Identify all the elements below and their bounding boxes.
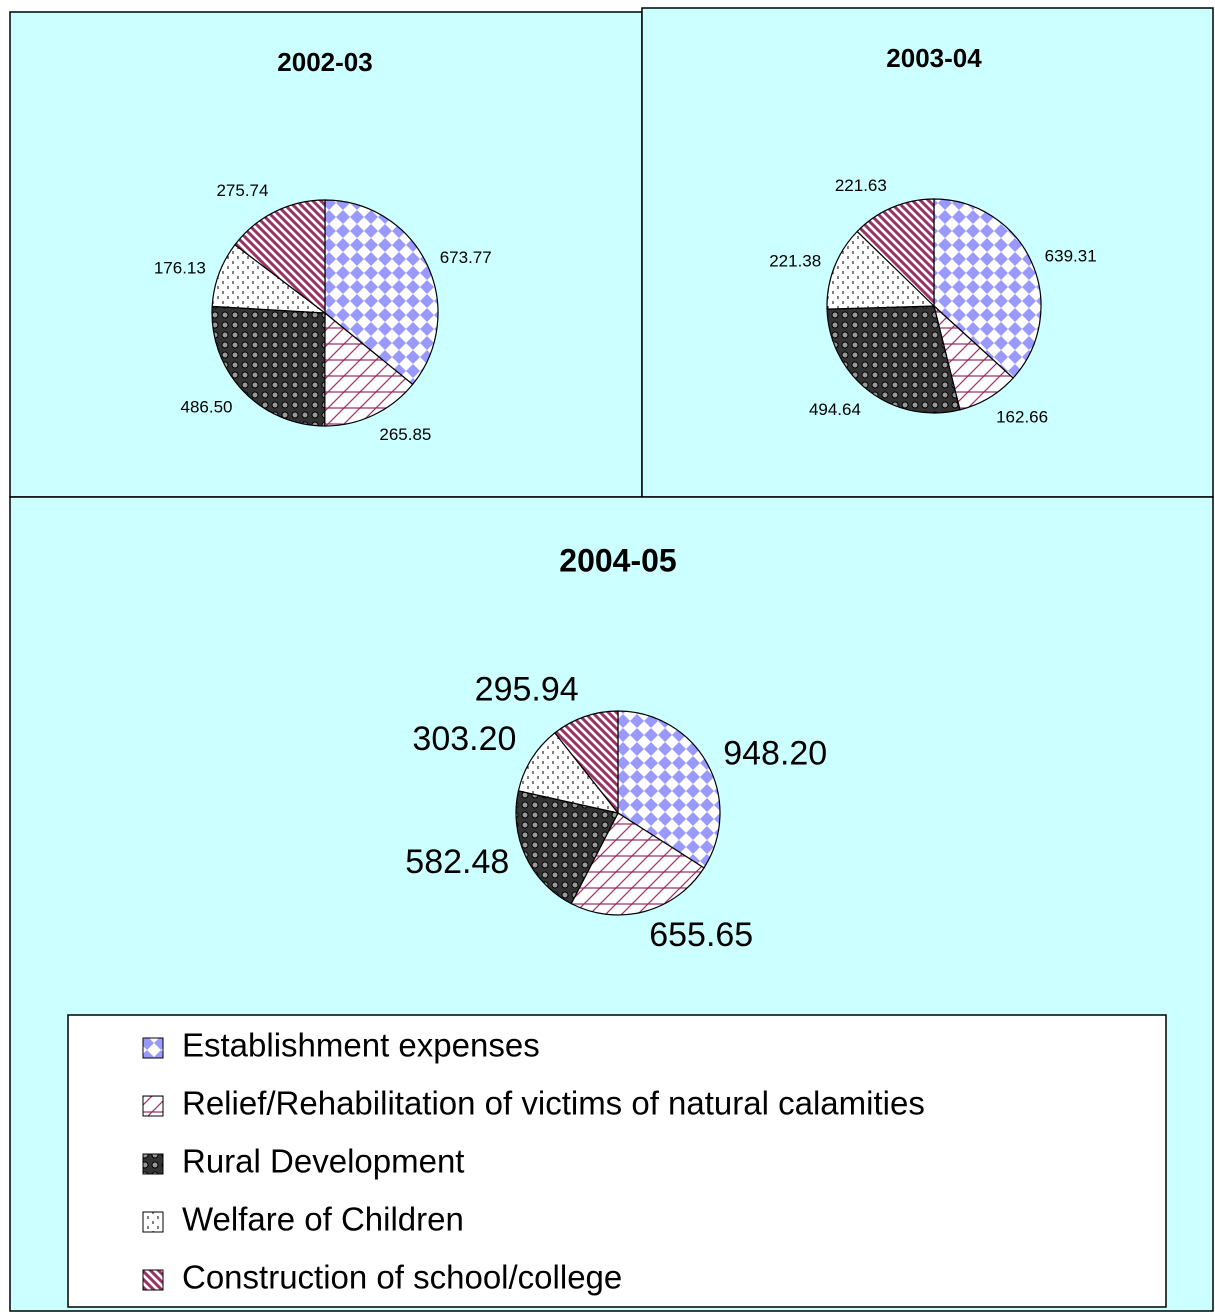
legend-label: Rural Development xyxy=(182,1143,464,1180)
data-label: 221.63 xyxy=(835,176,887,195)
legend-swatch xyxy=(142,1153,164,1175)
data-label: 486.50 xyxy=(180,398,232,417)
pie-slice xyxy=(933,198,1042,379)
data-label: 176.13 xyxy=(154,259,206,278)
chart-title: 2002-03 xyxy=(277,47,372,77)
data-label: 303.20 xyxy=(412,720,516,758)
legend-label: Welfare of Children xyxy=(182,1201,464,1238)
data-label: 639.31 xyxy=(1045,247,1097,266)
legend-swatch xyxy=(142,1095,164,1117)
pie-slice xyxy=(211,305,326,427)
pie-slice xyxy=(570,812,705,916)
data-label: 582.48 xyxy=(405,843,509,881)
pie-slice xyxy=(324,311,414,427)
pie-slice xyxy=(826,305,961,414)
data-label: 655.65 xyxy=(649,916,753,954)
legend-swatch xyxy=(142,1269,164,1291)
pie-slice xyxy=(517,732,620,814)
data-label: 265.85 xyxy=(379,425,431,444)
pie-slice xyxy=(826,230,936,310)
legend-swatch xyxy=(142,1211,164,1233)
chart-title: 2003-04 xyxy=(886,43,982,73)
legend-swatch xyxy=(142,1037,164,1059)
pie-slice xyxy=(554,710,619,815)
legend-label: Construction of school/college xyxy=(182,1259,622,1296)
data-label: 162.66 xyxy=(996,407,1048,426)
data-label: 221.38 xyxy=(769,252,821,271)
pie-slice xyxy=(324,199,439,386)
pie-slice xyxy=(856,198,935,308)
pie-slice xyxy=(515,790,619,905)
data-label: 295.94 xyxy=(475,671,579,709)
legend-label: Relief/Rehabilitation of victims of natu… xyxy=(182,1085,925,1122)
data-label: 673.77 xyxy=(440,248,492,267)
chart-title: 2004-05 xyxy=(559,542,676,578)
legend-label: Establishment expenses xyxy=(182,1027,540,1064)
data-label: 948.20 xyxy=(723,734,827,772)
pie-slice xyxy=(234,199,326,315)
data-label: 275.74 xyxy=(216,181,268,200)
legend-box xyxy=(67,1014,1167,1308)
data-label: 494.64 xyxy=(809,400,861,419)
